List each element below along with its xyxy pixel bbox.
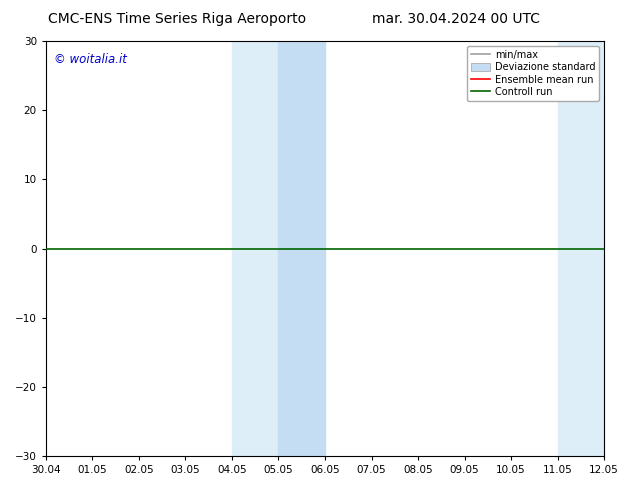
- Bar: [232, 41, 278, 456]
- Text: CMC-ENS Time Series Riga Aeroporto: CMC-ENS Time Series Riga Aeroporto: [48, 12, 307, 26]
- Text: mar. 30.04.2024 00 UTC: mar. 30.04.2024 00 UTC: [373, 12, 540, 26]
- Text: © woitalia.it: © woitalia.it: [55, 53, 127, 67]
- Bar: [558, 41, 604, 456]
- Legend: min/max, Deviazione standard, Ensemble mean run, Controll run: min/max, Deviazione standard, Ensemble m…: [467, 46, 599, 101]
- Bar: [278, 41, 325, 456]
